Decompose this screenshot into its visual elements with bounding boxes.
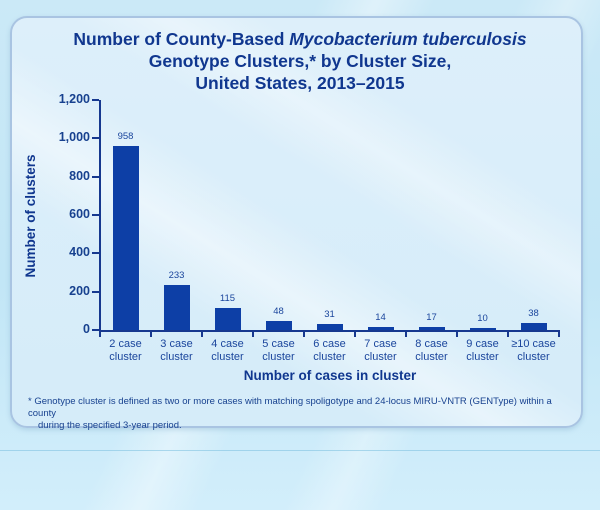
y-axis-line — [99, 100, 101, 332]
bar — [520, 323, 547, 330]
footnote-line2: during the specified 3-year period. — [38, 420, 182, 431]
y-tick-label: 800 — [69, 168, 90, 183]
x-category-line2: cluster — [313, 351, 346, 363]
title-line3: United States, 2013–2015 — [195, 73, 405, 93]
x-category-label: 9 case cluster — [456, 338, 510, 364]
x-category-label: 6 case cluster — [303, 338, 357, 364]
y-tick-mark — [92, 214, 99, 216]
x-category-line1: 3 case — [160, 338, 193, 350]
x-category-line1: 7 case — [364, 338, 397, 350]
x-category-line1: 4 case — [211, 338, 244, 350]
footnote: * Genotype cluster is defined as two or … — [28, 396, 568, 432]
slide-panel — [10, 16, 583, 428]
x-category-line2: cluster — [262, 351, 295, 363]
bar — [367, 327, 394, 330]
y-tick-label: 600 — [69, 207, 90, 221]
bar — [163, 285, 190, 330]
bar-value-label: 38 — [528, 308, 539, 319]
bar-value-label: 14 — [375, 312, 386, 323]
y-tick-mark — [92, 290, 99, 293]
y-tick-label: 400 — [69, 245, 90, 260]
x-category-line2: cluster — [415, 351, 448, 363]
bar-value-label: 48 — [273, 306, 284, 317]
x-category-line1: 2 case — [109, 338, 142, 350]
bar-value-label: 958 — [117, 131, 134, 142]
y-tick-mark — [92, 175, 99, 178]
y-tick-mark — [92, 99, 99, 101]
x-category-line2: cluster — [211, 351, 244, 363]
x-category-line1: 8 case — [415, 338, 448, 350]
bar — [418, 327, 445, 330]
x-tick-mark — [252, 332, 254, 337]
x-category-line2: cluster — [160, 351, 193, 363]
x-tick-mark — [99, 332, 101, 337]
x-category-line1: 6 case — [313, 338, 346, 350]
x-axis-title: Number of cases in cluster — [243, 368, 417, 383]
bar — [469, 328, 496, 330]
x-tick-mark — [150, 332, 152, 337]
x-category-line1: ≥10 case — [511, 338, 556, 350]
x-category-label: 2 case cluster — [99, 338, 153, 364]
bar-value-label: 31 — [324, 309, 335, 320]
bar — [316, 324, 343, 330]
x-tick-mark — [303, 332, 305, 337]
x-category-line1: 9 case — [466, 338, 499, 350]
y-tick-label: 200 — [69, 283, 90, 298]
y-tick-label: 1,200 — [58, 92, 90, 106]
footnote-line1: * Genotype cluster is defined as two or … — [28, 396, 552, 419]
title-line1-italic: Mycobacterium tuberculosis — [289, 29, 527, 49]
x-category-line2: cluster — [364, 351, 397, 363]
y-tick-mark — [92, 137, 99, 140]
title-line1-regular: Number of County-Based — [73, 29, 290, 49]
x-tick-mark — [456, 332, 458, 337]
bar — [265, 321, 292, 330]
x-category-label: 4 case cluster — [201, 338, 255, 364]
y-tick-mark — [92, 252, 99, 255]
x-category-label: 7 case cluster — [354, 338, 408, 364]
x-category-label: 8 case cluster — [405, 338, 459, 364]
bar — [112, 146, 139, 330]
x-category-label: 5 case cluster — [252, 338, 306, 364]
bar-value-label: 17 — [426, 312, 437, 323]
x-category-line2: cluster — [517, 351, 550, 363]
background-divider-line — [0, 450, 600, 451]
x-category-label: 3 case cluster — [150, 338, 204, 364]
y-tick-label: 0 — [83, 322, 90, 336]
bar — [214, 308, 241, 330]
bar-value-label: 10 — [477, 313, 488, 324]
x-axis-line — [99, 330, 560, 332]
y-tick-label: 1,000 — [58, 130, 90, 145]
x-tick-mark — [354, 332, 356, 337]
y-tick-mark — [92, 329, 99, 331]
bar-value-label: 233 — [168, 270, 185, 281]
x-category-line2: cluster — [109, 351, 142, 363]
x-tick-mark — [405, 332, 407, 337]
x-tick-mark — [201, 332, 203, 337]
x-category-label: ≥10 case cluster — [507, 338, 561, 364]
x-category-line1: 5 case — [262, 338, 295, 350]
chart-title: Number of County-Based Mycobacterium tub… — [30, 28, 570, 94]
x-tick-mark — [558, 332, 560, 337]
bar-value-label: 115 — [219, 293, 236, 304]
x-category-line2: cluster — [466, 351, 499, 363]
title-line2: Genotype Clusters,* by Cluster Size, — [148, 51, 452, 71]
x-tick-mark — [507, 332, 509, 337]
